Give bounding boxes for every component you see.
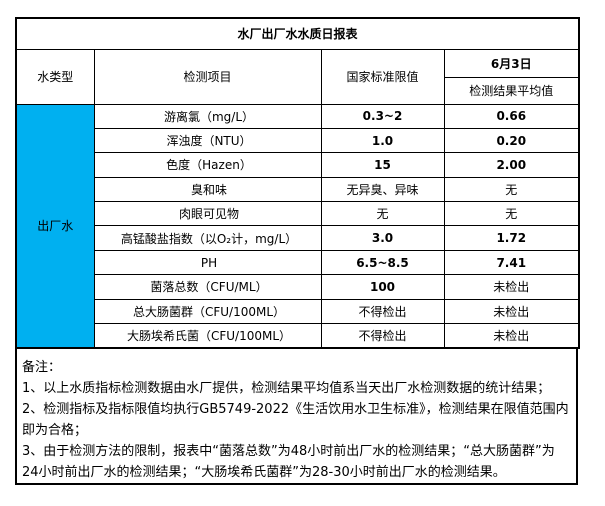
cell-limit: 1.0 (320, 127, 445, 154)
cell-result: 2.00 (443, 152, 580, 178)
note-line: 2、检测指标及指标限值均执行GB5749-2022《生活饮用水卫生标准》，检测结… (22, 401, 569, 438)
water-type-cell: 出厂水 (15, 103, 95, 349)
cell-item: 菌落总数（CFU/ML） (93, 274, 322, 300)
table-row: 臭和味 无异臭、异味无 (16, 176, 580, 203)
table-row: 总大肠菌群（CFU/100ML） 不得检出 未检出 (16, 298, 580, 325)
table-body: 出厂水 游离氯（mg/L） 0.3~2 0.66 浑浊度（NTU） 1.0 0.20 色度（H… (15, 103, 580, 349)
table-row: 菌落总数（CFU/ML） 100 未检出 (16, 274, 580, 300)
cell-limit: 6.5~8.5 (320, 249, 445, 276)
cell-limit: 0.3~2 (320, 103, 445, 129)
cell-item: 游离氯（mg/L） (93, 103, 322, 129)
cell-result: 未检出 (443, 298, 580, 325)
cell-item: 总大肠菌群（CFU/100ML） (93, 298, 322, 325)
header-row-1: 水类型 检测项目 国家标准限值 6月3日 (15, 48, 580, 105)
cell-limit: 3.0 (320, 225, 445, 251)
table-row: 高锰酸盐指数（以O₂计，mg/L） 3.0 1.72 (16, 225, 580, 251)
table-row: PH 6.5~8.5 7.41 (16, 249, 580, 276)
cell-item: 大肠埃希氏菌（CFU/100ML） (93, 323, 322, 349)
cell-limit: 无 (320, 201, 445, 227)
cell-item: 肉眼可见物 (93, 201, 322, 227)
cell-limit: 不得检出 (320, 323, 445, 349)
header-national-standard-limit: 国家标准限值 (320, 48, 445, 105)
cell-item: 色度（Hazen） (93, 152, 322, 178)
table-row: 肉眼可见物无无 (16, 201, 580, 227)
note-line: 3、由于检测方法的限制，报表中“菌落总数”为48小时前出厂水的检测结果；“总大肠… (22, 443, 555, 480)
table-row: 大肠埃希氏菌（CFU/100ML） 不得检出 未检出 (16, 323, 580, 349)
cell-limit: 15 (320, 152, 445, 178)
cell-limit: 100 (320, 274, 445, 300)
cell-result: 1.72 (443, 225, 580, 251)
report-table: 水厂出厂水水质日报表 水类型 检测项目 国家标准限值 6月3日 检测结果平均值 … (15, 17, 581, 349)
cell-item: 浑浊度（NTU） (93, 127, 322, 154)
cell-limit: 不得检出 (320, 298, 445, 325)
report-title: 水厂出厂水水质日报表 (15, 17, 580, 50)
cell-item: PH (93, 249, 322, 276)
notes-lines: 1、以上水质指标检测数据由水厂提供，检测结果平均值系当天出厂水检测数据的统计结果… (22, 378, 570, 483)
cell-result: 7.41 (443, 249, 580, 276)
header-row-2: 检测结果平均值 (16, 76, 580, 105)
cell-result: 无 (443, 176, 580, 203)
cell-item: 臭和味 (93, 176, 322, 203)
note-line: 1、以上水质指标检测数据由水厂提供，检测结果平均值系当天出厂水检测数据的统计结果… (22, 380, 551, 396)
table-row: 浑浊度（NTU） 1.0 0.20 (16, 127, 580, 154)
cell-result: 0.66 (443, 103, 580, 129)
cell-result: 无 (443, 201, 580, 227)
cell-result: 0.20 (443, 127, 580, 154)
header-test-item: 检测项目 (93, 48, 322, 105)
title-row: 水厂出厂水水质日报表 (15, 17, 580, 50)
report-container: 水厂出厂水水质日报表 水类型 检测项目 国家标准限值 6月3日 检测结果平均值 … (15, 17, 581, 485)
cell-item: 高锰酸盐指数（以O₂计，mg/L） (93, 225, 322, 251)
header-water-type: 水类型 (15, 48, 95, 105)
header-result-average: 检测结果平均值 (443, 76, 580, 105)
header-date: 6月3日 (443, 48, 580, 78)
notes-label: 备注： (22, 359, 62, 375)
table-row: 色度（Hazen） 15 2.00 (16, 152, 580, 178)
cell-result: 未检出 (443, 274, 580, 300)
cell-limit: 无异臭、异味 (320, 176, 445, 203)
cell-result: 未检出 (443, 323, 580, 349)
notes-section: 备注： 1、以上水质指标检测数据由水厂提供，检测结果平均值系当天出厂水检测数据的… (15, 348, 578, 485)
table-row: 出厂水 游离氯（mg/L） 0.3~2 0.66 (15, 103, 580, 349)
